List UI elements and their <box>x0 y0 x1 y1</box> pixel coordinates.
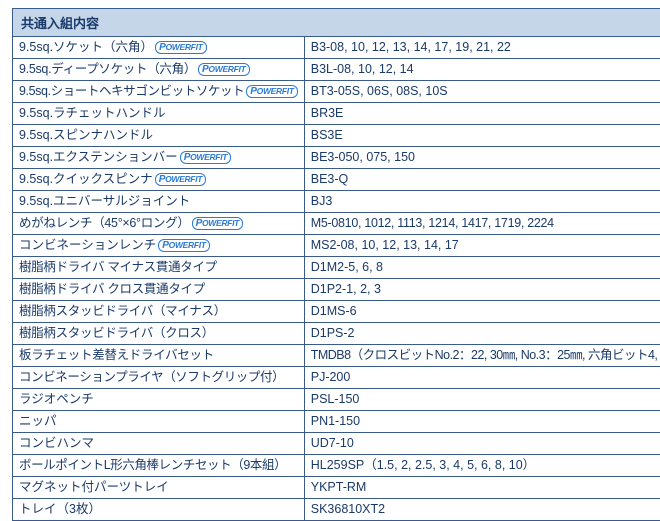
table-row: めがねレンチ（45°×6°ロング） M5-0810, 1012, 1113, 12… <box>13 213 660 235</box>
table-row: コンビネーションレンチ MS2-08, 10, 12, 13, 14, 17 <box>13 235 660 257</box>
table-row: 樹脂柄スタッビドライバ（クロス） D1PS-2 <box>13 323 660 345</box>
item-name: 樹脂柄スタッビドライバ（クロス） <box>19 326 214 340</box>
table-row: ニッパ PN1-150 <box>13 411 660 433</box>
item-spec-cell: D1PS-2 <box>304 323 660 345</box>
item-name-cell: 9.5sq.ラチェットハンドル <box>13 103 305 125</box>
item-spec-cell: PSL-150 <box>304 389 660 411</box>
table-row: 9.5sq.ユニバーサルジョイント BJ3 <box>13 191 660 213</box>
powerfit-icon <box>155 41 206 54</box>
table-row: コンビハンマ UD7-10 <box>13 433 660 455</box>
item-spec-cell: BS3E <box>304 125 660 147</box>
item-name-cell: 9.5sq.スピンナハンドル <box>13 125 305 147</box>
item-spec-cell: TMDB8（クロスビットNo.2：22, 30㎜, No.3：25㎜, 六角ビッ… <box>304 345 660 367</box>
item-name: 樹脂柄ドライバ マイナス貫通タイプ <box>19 260 217 274</box>
item-name: マグネット付パーツトレイ <box>19 480 169 494</box>
item-name: 9.5sq.スピンナハンドル <box>19 128 153 142</box>
item-name-cell: 9.5sq.ソケット（六角） <box>13 37 305 59</box>
item-spec-cell: BJ3 <box>304 191 660 213</box>
item-name-cell: 板ラチェット差替えドライバセット <box>13 345 305 367</box>
table-row: 9.5sq.ディープソケット（六角） B3L-08, 10, 12, 14 <box>13 59 660 81</box>
item-name-cell: 樹脂柄ドライバ クロス貫通タイプ <box>13 279 305 301</box>
item-name: 樹脂柄ドライバ クロス貫通タイプ <box>19 282 205 296</box>
item-name-cell: トレイ（3枚） <box>13 499 305 521</box>
item-spec-cell: UD7-10 <box>304 433 660 455</box>
table-row: 9.5sq.クイックスピンナ BE3-Q <box>13 169 660 191</box>
item-name-cell: 9.5sq.ディープソケット（六角） <box>13 59 305 81</box>
item-spec-cell: MS2-08, 10, 12, 13, 14, 17 <box>304 235 660 257</box>
item-name: 樹脂柄スタッビドライバ（マイナス） <box>19 304 226 318</box>
item-name-cell: マグネット付パーツトレイ <box>13 477 305 499</box>
powerfit-icon <box>180 151 231 164</box>
item-name-cell: コンビハンマ <box>13 433 305 455</box>
item-spec-cell: SK36810XT2 <box>304 499 660 521</box>
item-name-cell: 9.5sq.ユニバーサルジョイント <box>13 191 305 213</box>
item-spec-cell: PN1-150 <box>304 411 660 433</box>
table-header: 共通入組内容 <box>13 9 660 37</box>
item-name: ニッパ <box>19 414 57 428</box>
item-spec-cell: M5-0810, 1012, 1113, 1214, 1417, 1719, 2… <box>304 213 660 235</box>
table-row: 樹脂柄ドライバ マイナス貫通タイプ D1M2-5, 6, 8 <box>13 257 660 279</box>
item-spec-cell: BT3-05S, 06S, 08S, 10S <box>304 81 660 103</box>
item-name: 9.5sq.ショートヘキサゴンビットソケット <box>19 84 244 98</box>
tool-contents-table: 共通入組内容 9.5sq.ソケット（六角） B3-08, 10, 12, 13, … <box>12 8 660 521</box>
table-body: 9.5sq.ソケット（六角） B3-08, 10, 12, 13, 14, 17,… <box>13 37 660 521</box>
powerfit-icon <box>158 239 209 252</box>
table-row: ラジオペンチ PSL-150 <box>13 389 660 411</box>
powerfit-icon <box>192 217 243 230</box>
item-name: コンビハンマ <box>19 436 94 450</box>
table-row: 9.5sq.スピンナハンドル BS3E <box>13 125 660 147</box>
item-spec-cell: HL259SP（1.5, 2, 2.5, 3, 4, 5, 6, 8, 10） <box>304 455 660 477</box>
table-row: 9.5sq.ショートヘキサゴンビットソケット BT3-05S, 06S, 08S,… <box>13 81 660 103</box>
item-name-cell: ニッパ <box>13 411 305 433</box>
table-row: マグネット付パーツトレイ YKPT-RM <box>13 477 660 499</box>
item-name: 9.5sq.ユニバーサルジョイント <box>19 194 190 208</box>
item-spec-cell: B3L-08, 10, 12, 14 <box>304 59 660 81</box>
powerfit-icon <box>246 85 297 98</box>
item-name: コンビネーションレンチ <box>19 238 156 252</box>
item-name: コンビネーションプライヤ（ソフトグリップ付） <box>19 370 284 384</box>
item-name: トレイ（3枚） <box>19 502 101 516</box>
item-spec-cell: PJ-200 <box>304 367 660 389</box>
item-spec-cell: D1MS-6 <box>304 301 660 323</box>
item-name-cell: コンビネーションレンチ <box>13 235 305 257</box>
item-name-cell: 9.5sq.エクステンションバー <box>13 147 305 169</box>
table-header-row: 共通入組内容 <box>13 9 660 37</box>
table-row: 9.5sq.ソケット（六角） B3-08, 10, 12, 13, 14, 17,… <box>13 37 660 59</box>
powerfit-icon <box>198 63 249 76</box>
item-spec-cell: B3-08, 10, 12, 13, 14, 17, 19, 21, 22 <box>304 37 660 59</box>
table-row: 9.5sq.エクステンションバー BE3-050, 075, 150 <box>13 147 660 169</box>
item-name: 9.5sq.エクステンションバー <box>19 150 178 164</box>
item-name-cell: 9.5sq.ショートヘキサゴンビットソケット <box>13 81 305 103</box>
table-row: トレイ（3枚） SK36810XT2 <box>13 499 660 521</box>
table-row: ボールポイントL形六角棒レンチセット（9本組） HL259SP（1.5, 2, 2… <box>13 455 660 477</box>
item-name-cell: コンビネーションプライヤ（ソフトグリップ付） <box>13 367 305 389</box>
item-name: ボールポイントL形六角棒レンチセット（9本組） <box>19 458 286 472</box>
item-name: 板ラチェット差替えドライバセット <box>19 348 214 362</box>
item-name-cell: 9.5sq.クイックスピンナ <box>13 169 305 191</box>
item-spec-cell: D1M2-5, 6, 8 <box>304 257 660 279</box>
item-name-cell: ラジオペンチ <box>13 389 305 411</box>
item-spec-cell: BE3-Q <box>304 169 660 191</box>
item-name: 9.5sq.ディープソケット（六角） <box>19 62 196 76</box>
item-spec-cell: YKPT-RM <box>304 477 660 499</box>
item-name: 9.5sq.クイックスピンナ <box>19 172 153 186</box>
item-spec-cell: D1P2-1, 2, 3 <box>304 279 660 301</box>
table-row: 9.5sq.ラチェットハンドル BR3E <box>13 103 660 125</box>
item-name-cell: 樹脂柄ドライバ マイナス貫通タイプ <box>13 257 305 279</box>
item-spec-cell: BE3-050, 075, 150 <box>304 147 660 169</box>
item-name: 9.5sq.ソケット（六角） <box>19 40 153 54</box>
table-row: コンビネーションプライヤ（ソフトグリップ付） PJ-200 <box>13 367 660 389</box>
table-row: 樹脂柄スタッビドライバ（マイナス） D1MS-6 <box>13 301 660 323</box>
item-spec-cell: BR3E <box>304 103 660 125</box>
table-row: 樹脂柄ドライバ クロス貫通タイプ D1P2-1, 2, 3 <box>13 279 660 301</box>
item-name-cell: ボールポイントL形六角棒レンチセット（9本組） <box>13 455 305 477</box>
item-name: 9.5sq.ラチェットハンドル <box>19 106 166 120</box>
item-name-cell: 樹脂柄スタッビドライバ（マイナス） <box>13 301 305 323</box>
item-name-cell: めがねレンチ（45°×6°ロング） <box>13 213 305 235</box>
item-name-cell: 樹脂柄スタッビドライバ（クロス） <box>13 323 305 345</box>
powerfit-icon <box>155 173 206 186</box>
table-row: 板ラチェット差替えドライバセット TMDB8（クロスビットNo.2：22, 30㎜… <box>13 345 660 367</box>
item-name: ラジオペンチ <box>19 392 94 406</box>
item-name: めがねレンチ（45°×6°ロング） <box>19 216 190 230</box>
